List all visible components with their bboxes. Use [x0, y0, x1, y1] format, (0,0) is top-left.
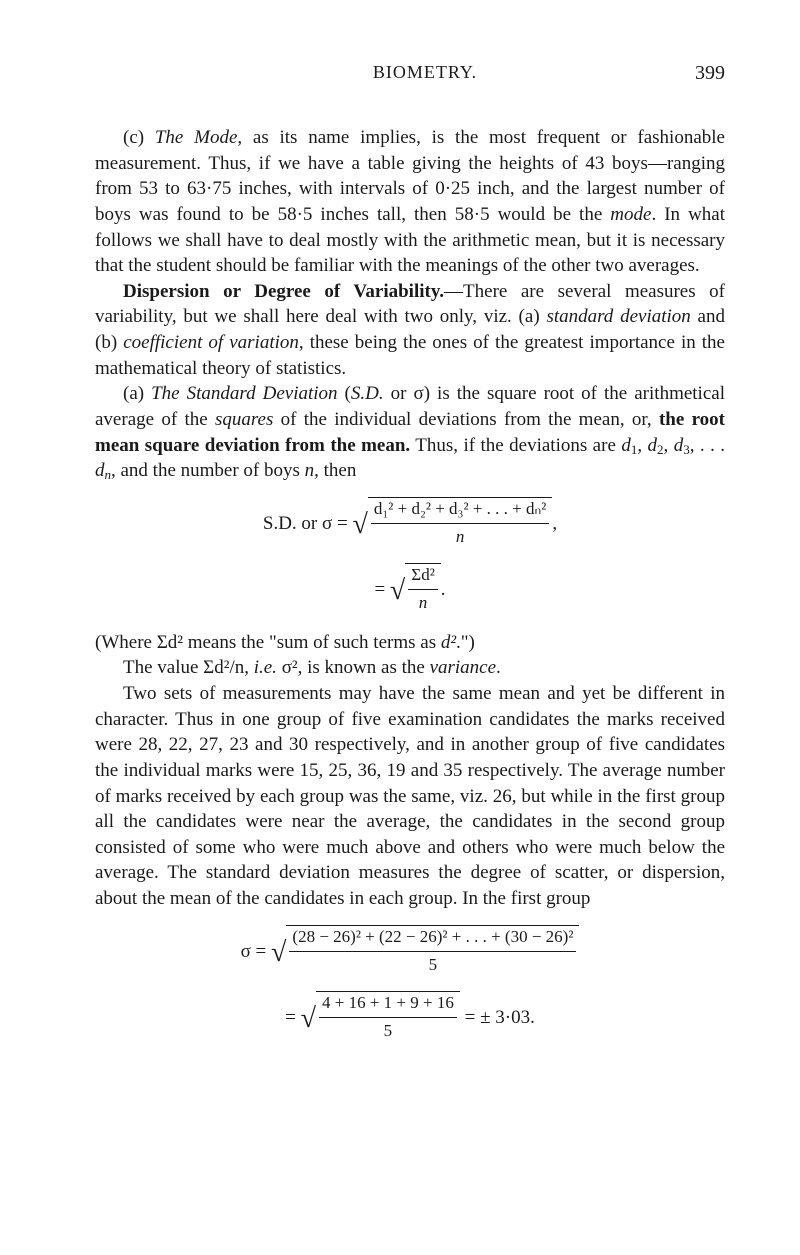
- p3-body5: , then: [314, 460, 356, 481]
- formula-sd-short: = √Σd²n.: [95, 564, 725, 616]
- p4-body1: (Where Σd² means the "sum of such terms …: [95, 632, 441, 653]
- f1-num: d₁² + d₂² + d₃² + . . . + dₙ²: [371, 498, 550, 524]
- p1-prefix: (c): [123, 127, 155, 148]
- fraction4: 4 + 16 + 1 + 9 + 165: [319, 992, 457, 1043]
- p5-var: variance: [430, 657, 496, 678]
- f2-num: Σd²: [408, 564, 438, 590]
- sqrt-content4: 4 + 16 + 1 + 9 + 165: [316, 991, 460, 1043]
- sqrt-content3: (28 − 26)² + (22 − 26)² + . . . + (30 − …: [286, 925, 579, 977]
- p5-ie: i.e.: [254, 657, 277, 678]
- fraction2: Σd²n: [408, 564, 438, 615]
- f4-eq: =: [285, 1006, 300, 1027]
- p1-mode: The Mode: [155, 127, 238, 148]
- p3-d3: d: [674, 435, 684, 456]
- p3-n: n: [305, 460, 315, 481]
- p2-sd: standard deviation: [546, 306, 690, 327]
- f3-lhs: σ =: [241, 941, 271, 962]
- f3-num: (28 − 26)² + (22 − 26)² + . . . + (30 − …: [289, 926, 576, 952]
- header-spacer: [95, 60, 155, 87]
- p5-body2: σ², is known as the: [277, 657, 430, 678]
- p3-d1: d: [621, 435, 631, 456]
- formula-sd-full: S.D. or σ = √d₁² + d₂² + d₃² + . . . + d…: [95, 498, 725, 550]
- f4-num: 4 + 16 + 1 + 9 + 16: [319, 992, 457, 1018]
- formula-sigma1: σ = √(28 − 26)² + (22 − 26)² + . . . + (…: [95, 926, 725, 978]
- f4-rhs: = ± 3·03.: [460, 1006, 535, 1027]
- paragraph-where: (Where Σd² means the "sum of such terms …: [95, 630, 725, 656]
- f1-lhs: S.D. or σ =: [263, 513, 353, 534]
- f4-den: 5: [319, 1018, 457, 1043]
- p3-sdabbr: S.D.: [351, 383, 384, 404]
- p3-dn: d: [95, 460, 105, 481]
- p3-c1: ,: [637, 435, 647, 456]
- p5-body3: .: [496, 657, 501, 678]
- formula-block3: σ = √(28 − 26)² + (22 − 26)² + . . . + (…: [241, 926, 580, 978]
- f2-dot: .: [441, 579, 446, 600]
- p3-body3: Thus, if the deviations are: [410, 435, 621, 456]
- page-number: 399: [695, 60, 725, 87]
- f3-den: 5: [289, 952, 576, 977]
- sqrt-content2: Σd²n: [405, 563, 441, 615]
- formula-block2: = √Σd²n.: [374, 564, 445, 616]
- p4-d2: d²: [441, 632, 456, 653]
- formula-sigma2: = √4 + 16 + 1 + 9 + 165 = ± 3·03.: [95, 992, 725, 1044]
- p2-bold: Dispersion or Degree of Variability.: [123, 281, 444, 302]
- paragraph-twosets: Two sets of measurements may have the sa…: [95, 681, 725, 912]
- f2-eq: =: [374, 579, 389, 600]
- p3-c2: ,: [664, 435, 674, 456]
- sqrt-content: d₁² + d₂² + d₃² + . . . + dₙ²n: [368, 497, 553, 549]
- p3-paren: (: [338, 383, 351, 404]
- f2-den: n: [408, 590, 438, 615]
- p5-body1: The value Σd²/n,: [123, 657, 254, 678]
- sqrt-icon: √: [271, 937, 286, 968]
- paragraph-sd: (a) The Standard Deviation (S.D. or σ) i…: [95, 381, 725, 484]
- header-title: BIOMETRY.: [155, 60, 695, 87]
- formula-block: S.D. or σ = √d₁² + d₂² + d₃² + . . . + d…: [263, 498, 557, 550]
- p3-body4: , and the number of boys: [111, 460, 305, 481]
- paragraph-dispersion: Dispersion or Degree of Variability.—The…: [95, 279, 725, 382]
- paragraph-mode: (c) The Mode, as its name implies, is th…: [95, 125, 725, 279]
- f1-den: n: [371, 524, 550, 549]
- p3-sd-label: The Standard Deviation: [151, 383, 337, 404]
- paragraph-variance: The value Σd²/n, i.e. σ², is known as th…: [95, 655, 725, 681]
- sqrt-icon: √: [301, 1002, 316, 1033]
- p4-body2: ."): [456, 632, 475, 653]
- p3-body2: of the individual deviations from the me…: [273, 409, 659, 430]
- fraction: d₁² + d₂² + d₃² + . . . + dₙ²n: [371, 498, 550, 549]
- p2-cv: coefficient of variation: [123, 332, 299, 353]
- p3-c3: , . . .: [690, 435, 725, 456]
- page-content: BIOMETRY. 399 (c) The Mode, as its name …: [0, 0, 800, 1108]
- p3-prefix: (a): [123, 383, 151, 404]
- sqrt-icon: √: [390, 575, 405, 606]
- formula-block4: = √4 + 16 + 1 + 9 + 165 = ± 3·03.: [285, 992, 535, 1044]
- fraction3: (28 − 26)² + (22 − 26)² + . . . + (30 − …: [289, 926, 576, 977]
- p6-body: Two sets of measurements may have the sa…: [95, 683, 725, 909]
- p1-mode2: mode: [610, 204, 651, 225]
- page-header: BIOMETRY. 399: [95, 60, 725, 87]
- sqrt-icon: √: [352, 509, 367, 540]
- p3-d2: d: [648, 435, 658, 456]
- p3-squares: squares: [215, 409, 273, 430]
- f1-comma: ,: [552, 513, 557, 534]
